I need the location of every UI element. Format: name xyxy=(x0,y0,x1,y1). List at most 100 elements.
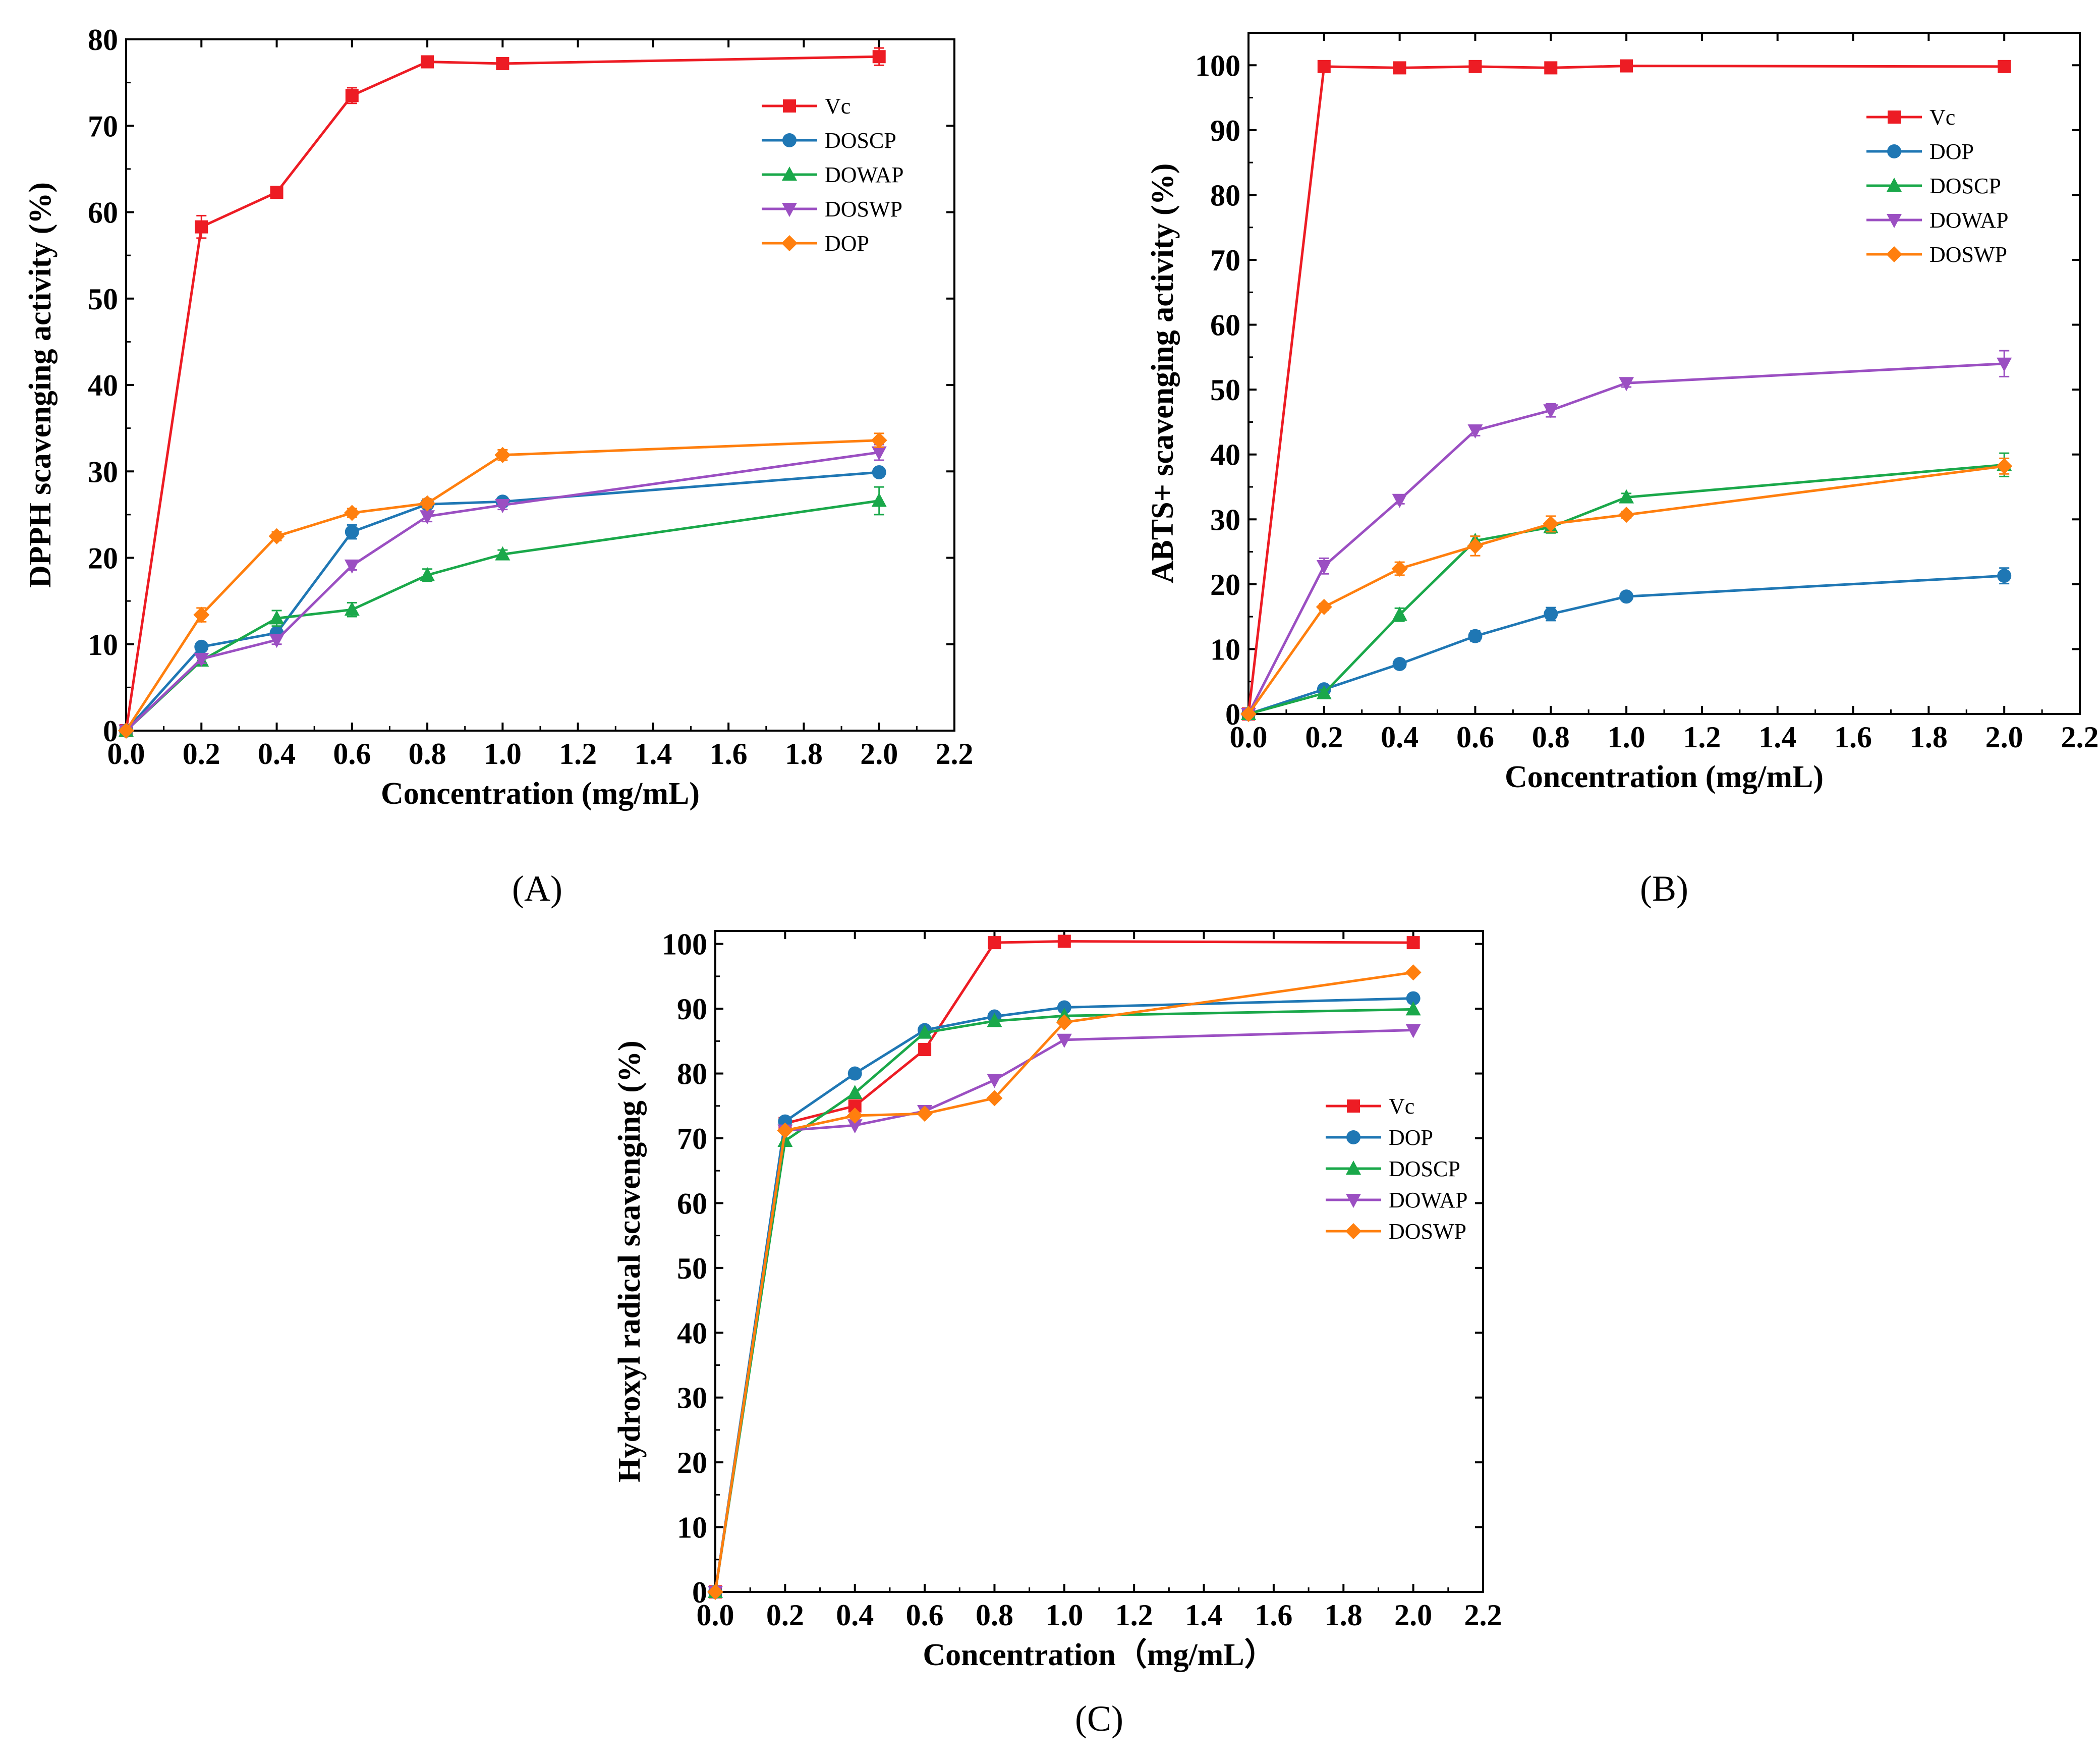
chart-b-series-doswp-point xyxy=(1391,561,1408,577)
chart-b-y-tick-label: 90 xyxy=(1210,114,1240,147)
chart-a-legend-label-doswp: DOSWP xyxy=(825,197,902,222)
chart-c-legend-marker-doscp xyxy=(1346,1161,1361,1175)
chart-b-y-tick-label: 50 xyxy=(1210,373,1240,407)
chart-a-legend-label-doscp: DOSCP xyxy=(825,128,896,153)
chart-c-series-vc-point xyxy=(918,1043,932,1057)
chart-b-series-doswp-point xyxy=(1996,458,2013,474)
chart-a: 0.0 0.2 0.4 0.6 0.8 1.0 1.2 1.4 1.6 1.8 2.0 2.2 0 10 2… xyxy=(23,23,974,909)
chart-a-x-tick-label: 1.6 xyxy=(710,737,748,770)
chart-a-x-tick-label: 2.2 xyxy=(936,737,974,770)
chart-a-series-dop-point xyxy=(268,528,285,544)
chart-b-y-tick-label: 70 xyxy=(1210,244,1240,277)
chart-b-series-dop-point xyxy=(1468,629,1483,643)
chart-b-x-tick-label: 0.0 xyxy=(1230,721,1268,754)
chart-a-x-tick-label: 0.8 xyxy=(409,737,446,770)
chart-c-y-tick-label: 20 xyxy=(677,1446,707,1479)
chart-a-series-dop xyxy=(118,432,887,739)
chart-b-series-doscp-point xyxy=(1619,489,1634,504)
chart-b-legend-label-dop: DOP xyxy=(1929,139,1974,164)
chart-c-y-tick-label: 30 xyxy=(677,1382,707,1415)
chart-c-series-doscp-point xyxy=(1405,1001,1421,1016)
chart-c-y-tick-label: 40 xyxy=(677,1316,707,1350)
chart-c-legend-marker-vc xyxy=(1347,1099,1360,1113)
chart-a-y-tick-label: 0 xyxy=(103,714,118,748)
chart-b-series-dowap-point xyxy=(1316,560,1332,574)
chart-c-x-axis-title: Concentration（mg/mL） xyxy=(923,1637,1275,1672)
chart-a-series-doswp-point xyxy=(269,634,285,648)
chart-a-legend-marker-doscp xyxy=(782,133,797,147)
chart-b-series-doswp xyxy=(1240,457,2013,722)
chart-c-series-doswp-point xyxy=(1056,1014,1072,1031)
chart-b-series-doswp-point xyxy=(1467,538,1484,554)
chart-b-legend-marker-dowap xyxy=(1887,214,1902,228)
chart-a-series-vc-point xyxy=(270,186,283,199)
chart-c-series-doswp xyxy=(707,964,1422,1600)
chart-c-series-vc-point xyxy=(1057,934,1071,948)
chart-b-series-dop-point xyxy=(1392,657,1407,671)
chart-b-series-vc xyxy=(1242,59,2011,721)
chart-b-x-tick-label: 2.0 xyxy=(1985,721,2023,754)
chart-c-legend-marker-doswp xyxy=(1345,1223,1361,1239)
chart-b-x-tick-label: 1.8 xyxy=(1910,721,1948,754)
chart-b-legend-marker-dop xyxy=(1887,144,1901,158)
chart-a-y-axis-title: DPPH scavenging activity (%) xyxy=(23,182,58,588)
chart-c-y-tick-label: 70 xyxy=(677,1122,707,1155)
chart-b-series-doscp-point xyxy=(1316,685,1332,699)
chart-b-series-doscp-point xyxy=(1392,607,1407,621)
chart-a-series-doswp-point xyxy=(344,559,360,574)
chart-c-x-tick-label: 0.8 xyxy=(976,1598,1013,1632)
chart-c-x-tick-label: 0.2 xyxy=(766,1598,804,1632)
chart-b-legend-label-vc: Vc xyxy=(1929,105,1955,130)
chart-c-series-dowap-point xyxy=(847,1119,863,1134)
chart-c-legend-label-doswp: DOSWP xyxy=(1389,1219,1466,1244)
chart-a-series-doswp-point xyxy=(420,510,435,525)
chart-c-series-doswp-point xyxy=(707,1584,723,1600)
chart-b-y-tick-label: 10 xyxy=(1210,633,1240,666)
chart-a-series-doswp-point xyxy=(495,499,510,514)
chart-a-series-dop-point xyxy=(871,432,887,449)
chart-b-series-vc-point xyxy=(1393,61,1406,75)
chart-b-legend-label-dowap: DOWAP xyxy=(1929,208,2008,233)
chart-a-legend-label-dop: DOP xyxy=(825,231,869,256)
chart-a-x-tick-label: 0.0 xyxy=(107,737,145,770)
chart-c-x-tick-label: 0.0 xyxy=(697,1598,734,1632)
chart-b-series-dop-point xyxy=(1544,607,1558,621)
chart-a-y-tick-label: 10 xyxy=(88,628,118,662)
chart-c-y-tick-label: 50 xyxy=(677,1252,707,1285)
chart-a-x-tick-label: 0.4 xyxy=(258,737,296,770)
chart-c-x-tick-label: 1.4 xyxy=(1185,1598,1223,1632)
chart-a-series-dop-point xyxy=(118,723,134,739)
chart-c-series-doscp-point xyxy=(917,1024,933,1039)
chart-c-series-vc-point xyxy=(1406,936,1420,950)
chart-a-legend-marker-dop xyxy=(781,235,798,251)
chart-c: 0.0 0.2 0.4 0.6 0.8 1.0 1.2 1.4 1.6 1.8 2.0 2.2 0 10 2… xyxy=(612,928,1502,1739)
chart-c-series-doswp-point xyxy=(777,1122,793,1139)
chart-b-series-doswp-point xyxy=(1618,507,1635,523)
chart-c-legend-label-doscp: DOSCP xyxy=(1389,1156,1460,1181)
chart-c-series-dop-point xyxy=(847,1066,862,1081)
chart-b-x-tick-label: 0.2 xyxy=(1305,721,1343,754)
chart-a-x-tick-label: 0.6 xyxy=(333,737,371,770)
chart-b-x-tick-label: 1.0 xyxy=(1608,721,1645,754)
chart-a-series-vc-point xyxy=(345,89,359,102)
chart-b-legend-marker-vc xyxy=(1888,111,1901,124)
chart-a-series-vc-point xyxy=(872,50,886,64)
chart-b-legend-marker-doscp xyxy=(1887,178,1902,192)
chart-c-panel-label: (C) xyxy=(1075,1698,1123,1739)
chart-c-x-tick-label: 1.8 xyxy=(1325,1598,1363,1632)
chart-c-y-tick-label: 60 xyxy=(677,1187,707,1220)
chart-b-legend-label-doswp: DOSWP xyxy=(1929,242,2007,267)
chart-a-y-tick-label: 30 xyxy=(88,455,118,488)
chart-a-series-dowap-point xyxy=(269,610,285,625)
chart-a-y-tick-label: 70 xyxy=(88,109,118,143)
chart-a-series-vc-point xyxy=(195,220,208,234)
chart-a-x-tick-label: 1.0 xyxy=(484,737,522,770)
chart-a-legend-marker-vc xyxy=(783,99,796,113)
chart-a-x-tick-label: 1.4 xyxy=(634,737,672,770)
chart-c-series-doswp-point xyxy=(846,1108,863,1124)
chart-a-series-vc-point xyxy=(421,55,434,69)
chart-c-y-tick-label: 90 xyxy=(677,993,707,1026)
chart-a-series-doscp-point xyxy=(194,639,209,654)
